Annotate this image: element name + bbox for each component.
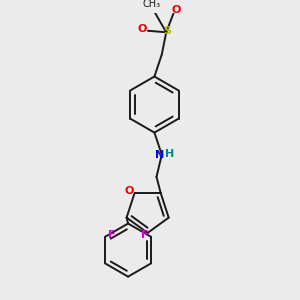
Text: F: F — [141, 230, 148, 240]
Text: F: F — [108, 230, 115, 240]
Text: O: O — [138, 24, 147, 34]
Text: S: S — [163, 26, 171, 36]
Text: N: N — [155, 150, 164, 160]
Text: H: H — [165, 149, 174, 159]
Text: O: O — [124, 185, 134, 196]
Text: O: O — [171, 5, 181, 15]
Text: CH₃: CH₃ — [142, 0, 160, 9]
